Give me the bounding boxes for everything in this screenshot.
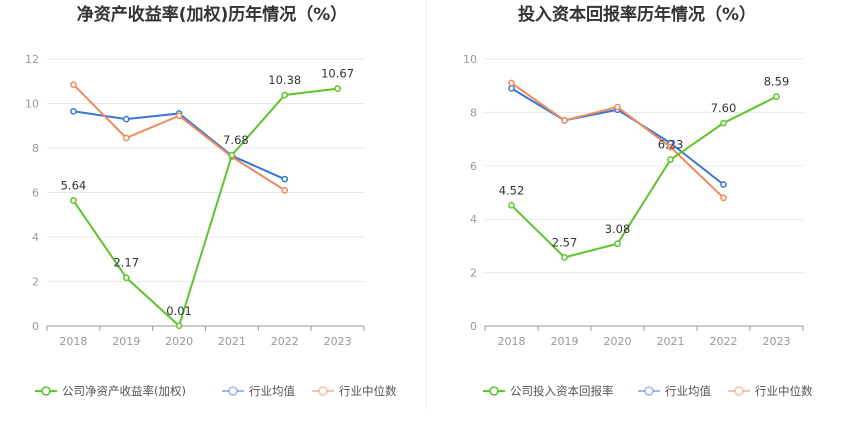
data-point[interactable] bbox=[773, 93, 780, 100]
data-point[interactable] bbox=[175, 322, 183, 330]
data-point[interactable] bbox=[70, 81, 77, 88]
data-point[interactable] bbox=[614, 240, 621, 248]
data-point[interactable] bbox=[122, 115, 130, 123]
data-point[interactable] bbox=[667, 156, 674, 164]
y-tick-label: 4 bbox=[32, 231, 39, 244]
legend-label: 行业中位数 bbox=[339, 384, 397, 398]
legend-label: 公司投入资本回报率 bbox=[510, 384, 614, 398]
legend-item-1[interactable]: 行业均值 bbox=[222, 384, 295, 398]
data-label: 2.57 bbox=[552, 235, 578, 249]
legend-marker bbox=[228, 386, 238, 396]
legend-label: 公司净资产收益率(加权) bbox=[62, 384, 186, 398]
data-point[interactable] bbox=[281, 175, 289, 183]
data-point[interactable] bbox=[561, 254, 568, 261]
x-tick-label: 2019 bbox=[551, 335, 579, 348]
data-point[interactable] bbox=[508, 85, 515, 92]
roe-chart: 净资产收益率(加权)历年情况（%） 0 2 4 6 8 10 12 2018 2019 2020 20… bbox=[25, 4, 397, 398]
x-tick-label: 2020 bbox=[165, 335, 193, 348]
chart-title: 投入资本回报率历年情况（%） bbox=[518, 4, 756, 25]
x-tick-label: 2020 bbox=[604, 335, 632, 348]
data-point[interactable] bbox=[228, 151, 236, 159]
legend-item-1[interactable]: 行业均值 bbox=[638, 384, 711, 398]
legend-label: 行业均值 bbox=[249, 384, 295, 398]
x-tick-label: 2019 bbox=[112, 335, 140, 348]
legend-label: 行业均值 bbox=[665, 384, 711, 398]
series-line-2 bbox=[510, 82, 725, 199]
legend-item-0[interactable]: 公司净资产收益率(加权) bbox=[35, 384, 186, 398]
roic-chart: 投入资本回报率历年情况（%） 0 2 4 6 8 10 2018 2019 2020 2021 202… bbox=[463, 4, 813, 398]
y-tick-label: 12 bbox=[25, 53, 39, 66]
data-point[interactable] bbox=[508, 201, 515, 209]
legend-item-2[interactable]: 行业中位数 bbox=[728, 384, 813, 398]
data-label: 6.23 bbox=[658, 138, 684, 152]
data-label: 0.01 bbox=[166, 304, 192, 318]
data-label: 4.52 bbox=[499, 183, 525, 197]
legend-label: 行业中位数 bbox=[755, 384, 813, 398]
x-tick-label: 2023 bbox=[763, 335, 791, 348]
legend-marker bbox=[41, 386, 51, 396]
y-tick-label: 4 bbox=[470, 213, 477, 226]
legend-marker bbox=[318, 386, 328, 396]
data-point[interactable] bbox=[720, 119, 727, 127]
y-tick-label: 10 bbox=[25, 98, 39, 111]
data-point[interactable] bbox=[508, 79, 515, 87]
data-point[interactable] bbox=[720, 194, 727, 202]
y-tick-label: 6 bbox=[32, 187, 39, 200]
y-tick-label: 2 bbox=[470, 267, 477, 280]
legend-marker bbox=[489, 386, 499, 396]
data-point[interactable] bbox=[281, 91, 289, 99]
data-label: 10.67 bbox=[321, 67, 354, 81]
data-label: 3.08 bbox=[605, 222, 631, 236]
y-tick-label: 6 bbox=[470, 160, 477, 173]
y-tick-label: 8 bbox=[470, 106, 477, 119]
x-tick-label: 2022 bbox=[271, 335, 299, 348]
series-line-0 bbox=[510, 95, 777, 259]
y-tick-label: 8 bbox=[32, 142, 39, 155]
x-tick-label: 2023 bbox=[324, 335, 352, 348]
data-point[interactable] bbox=[614, 103, 621, 111]
legend-marker bbox=[734, 386, 744, 396]
data-label: 5.64 bbox=[61, 179, 87, 193]
legend-marker bbox=[644, 386, 654, 396]
y-tick-label: 0 bbox=[32, 320, 39, 333]
data-point[interactable] bbox=[667, 143, 674, 151]
data-point[interactable] bbox=[122, 134, 130, 142]
series-line-1 bbox=[510, 87, 725, 186]
y-tick-label: 10 bbox=[463, 53, 477, 66]
data-point[interactable] bbox=[281, 186, 289, 194]
chart-title: 净资产收益率(加权)历年情况（%） bbox=[77, 4, 348, 25]
data-point[interactable] bbox=[70, 107, 77, 115]
x-tick-label: 2018 bbox=[59, 335, 87, 348]
x-tick-label: 2021 bbox=[218, 335, 246, 348]
data-label: 8.59 bbox=[764, 75, 790, 89]
data-label: 7.60 bbox=[711, 101, 737, 115]
data-point[interactable] bbox=[175, 112, 183, 120]
series-line-1 bbox=[73, 110, 286, 181]
y-tick-label: 2 bbox=[32, 276, 39, 289]
data-point[interactable] bbox=[561, 117, 568, 124]
data-point[interactable] bbox=[122, 274, 130, 282]
y-tick-label: 0 bbox=[470, 320, 477, 333]
data-label: 7.68 bbox=[223, 133, 249, 147]
x-tick-label: 2022 bbox=[710, 335, 738, 348]
legend-item-2[interactable]: 行业中位数 bbox=[312, 384, 397, 398]
series-line-0 bbox=[72, 87, 338, 327]
data-point[interactable] bbox=[70, 197, 77, 204]
data-point[interactable] bbox=[720, 181, 727, 188]
data-label: 2.17 bbox=[113, 256, 139, 270]
data-point[interactable] bbox=[334, 85, 341, 92]
x-tick-label: 2021 bbox=[657, 335, 685, 348]
legend-item-0[interactable]: 公司投入资本回报率 bbox=[483, 384, 614, 398]
data-label: 10.38 bbox=[268, 73, 301, 87]
chart-divider bbox=[426, 0, 427, 410]
x-tick-label: 2018 bbox=[498, 335, 526, 348]
series-line-2 bbox=[72, 83, 286, 192]
